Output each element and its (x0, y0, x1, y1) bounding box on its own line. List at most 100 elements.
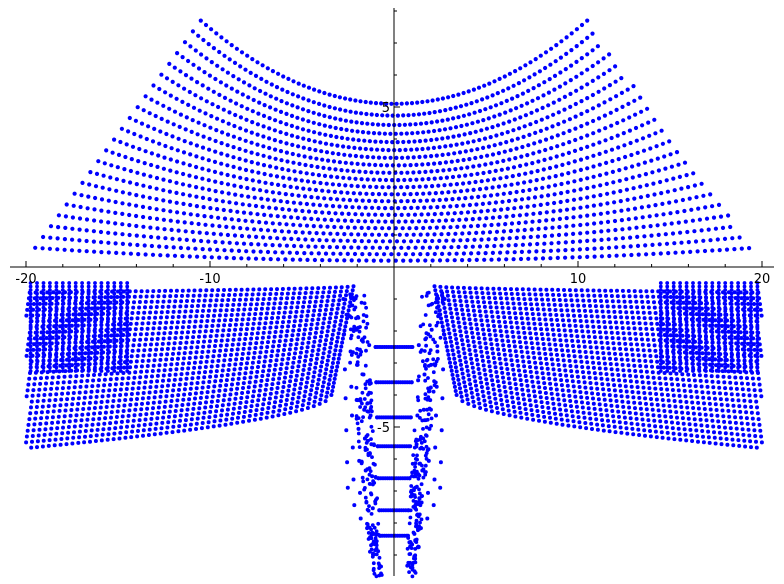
fan-point (630, 426, 635, 431)
arc-point (518, 256, 524, 262)
arc-point (548, 156, 553, 161)
arc-point (578, 239, 583, 244)
fan-point (192, 365, 197, 370)
fan-point (549, 352, 554, 357)
fan-point (265, 378, 270, 383)
fan-point (66, 430, 71, 435)
fan-point (463, 294, 468, 299)
fan-point (153, 390, 158, 394)
arc-point (713, 226, 719, 231)
arc-point (490, 215, 496, 220)
fan-point (642, 353, 647, 358)
fan-point (204, 288, 209, 293)
fan-point (597, 361, 601, 366)
fan-point (537, 385, 542, 390)
arc-point (578, 231, 583, 236)
arc-point (608, 97, 613, 102)
arc-point (619, 90, 625, 95)
arc-point (408, 192, 413, 197)
arc-point (446, 211, 451, 216)
fan-point (450, 285, 455, 290)
fan-point (470, 395, 475, 400)
fan-point (226, 368, 231, 372)
arc-point (332, 189, 337, 194)
fan-point (501, 343, 506, 348)
arc-point (532, 203, 537, 208)
arc-point (306, 98, 311, 103)
fan-point (320, 294, 325, 299)
fan-point (249, 336, 254, 341)
arc-point (287, 176, 292, 181)
arc-point (237, 146, 242, 152)
fan-point (458, 299, 463, 303)
arc-point (550, 124, 555, 129)
fan-point (497, 356, 502, 361)
arc-point (747, 246, 752, 251)
fan-point (466, 401, 471, 406)
fan-point (204, 324, 209, 329)
arc-point (515, 228, 520, 233)
arc-point (337, 204, 342, 209)
arc-point (662, 222, 667, 227)
arc-point (150, 252, 156, 257)
arc-point (429, 137, 434, 143)
fan-point (312, 339, 317, 344)
fan-point (339, 318, 344, 323)
fan-point (566, 388, 571, 393)
arc-point (177, 237, 182, 242)
fan-point (156, 331, 161, 336)
fan-point (292, 319, 297, 324)
fan-point (264, 415, 269, 420)
arc-point (345, 136, 350, 141)
arc-point (174, 170, 179, 175)
fan-point (653, 386, 658, 391)
fan-point (331, 298, 336, 303)
fan-point (542, 381, 547, 386)
fan-point (641, 305, 645, 310)
fan-point (707, 401, 712, 406)
fan-point (143, 380, 148, 385)
fan-point (598, 335, 603, 340)
arc-point (637, 173, 642, 178)
fan-point (612, 346, 617, 351)
arc-point (562, 107, 567, 112)
fan-point (620, 326, 625, 330)
arc-point (296, 94, 301, 99)
arc-point (465, 140, 471, 145)
arc-point (536, 226, 541, 231)
fan-point (333, 285, 338, 290)
fan-point (599, 340, 604, 345)
arc-point (591, 194, 596, 199)
arc-point (161, 217, 166, 222)
fan-point (199, 319, 204, 324)
arc-point (270, 69, 275, 74)
fan-point (650, 327, 655, 332)
arc-point (526, 143, 531, 148)
arc-point (249, 160, 254, 165)
arc-point (423, 154, 428, 159)
fan-point (175, 320, 180, 325)
arc-point (277, 191, 282, 196)
fan-point (197, 293, 202, 298)
fan-point (473, 317, 478, 322)
arc-point (558, 199, 563, 205)
arc-point (479, 128, 484, 133)
fan-point (301, 368, 306, 372)
fan-point (270, 311, 275, 316)
fan-point (583, 385, 588, 390)
fan-point (272, 372, 276, 377)
fan-point (665, 430, 670, 435)
fan-point (645, 412, 650, 417)
fan-point (49, 381, 54, 386)
fan-point (289, 370, 294, 374)
fan-point (168, 404, 173, 409)
fan-point (289, 338, 294, 342)
arc-point (518, 163, 523, 168)
arc-point (667, 200, 672, 205)
fan-point (80, 373, 85, 378)
fan-point (586, 329, 591, 334)
fan-point (474, 322, 479, 327)
arc-point (323, 251, 329, 256)
arc-point (556, 122, 561, 127)
